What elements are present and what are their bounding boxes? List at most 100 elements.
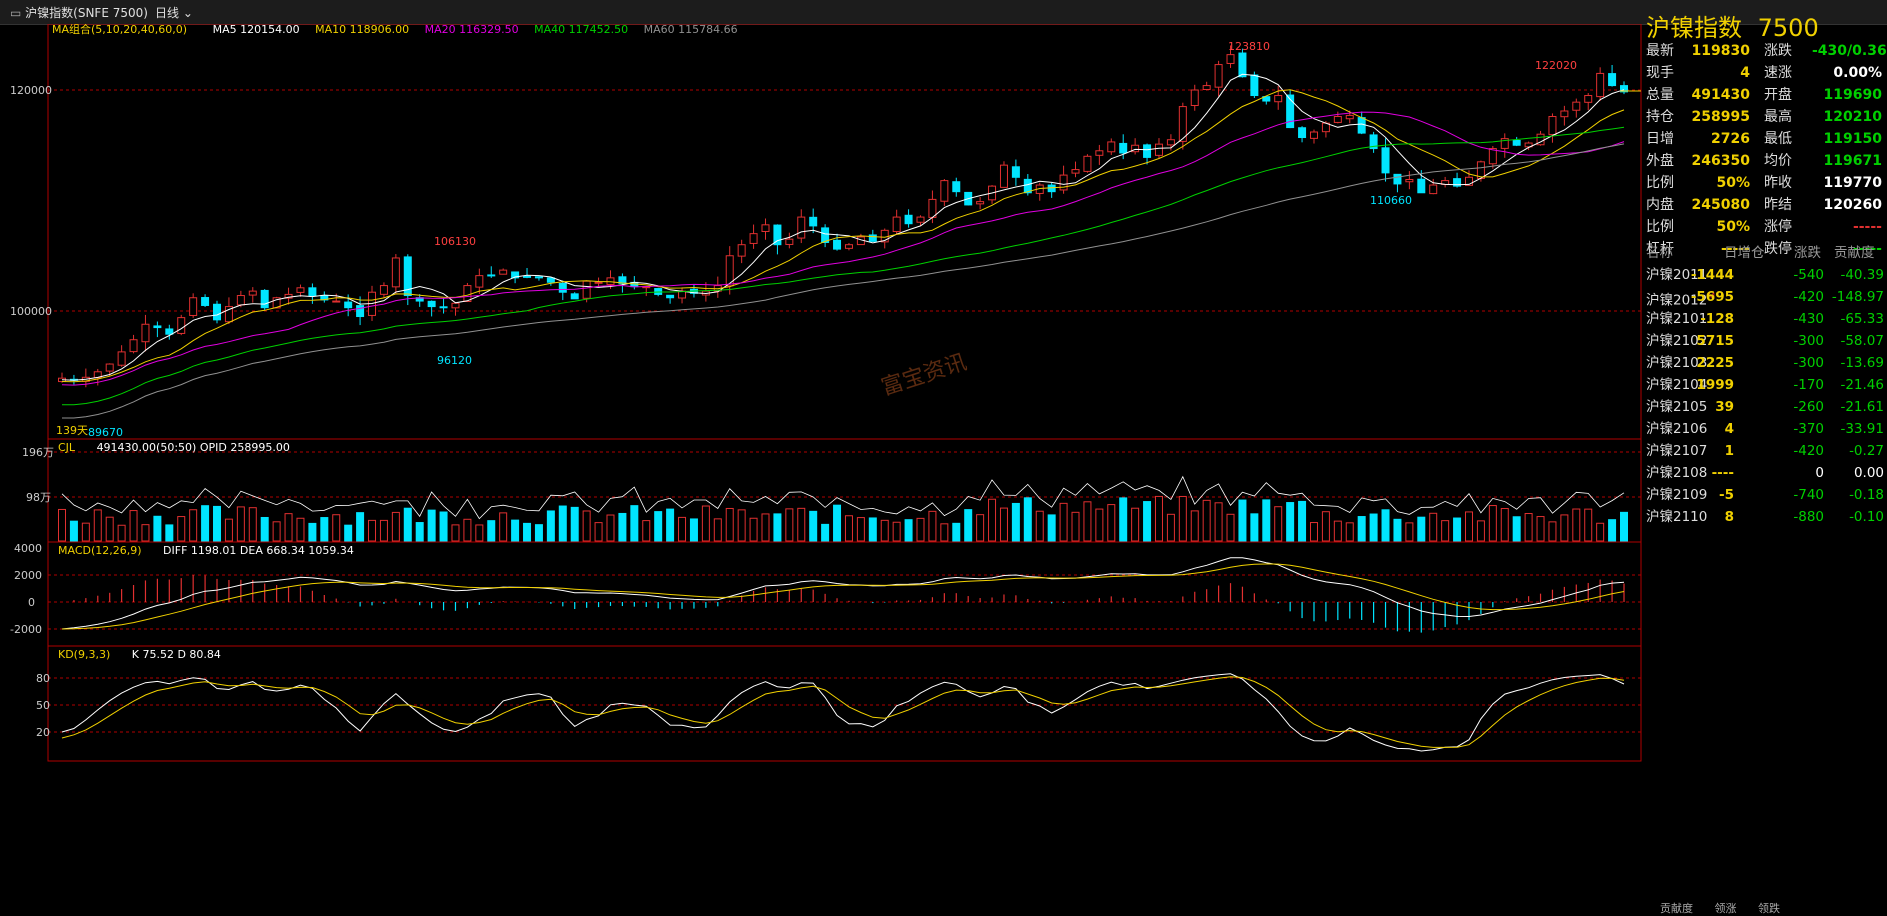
vol-y-98: 98万 xyxy=(26,491,51,504)
kline-chart[interactable]: 120000 100000 MA组合(5,10,20,40,60,0) MA5 … xyxy=(0,24,1643,911)
volume-bar xyxy=(749,517,758,542)
candle-body xyxy=(1274,95,1283,103)
volume-bar xyxy=(1429,512,1438,542)
volume-bar xyxy=(916,517,925,542)
contract-row: 沪镍2102 5715 -300 -58.07 xyxy=(1646,330,1886,352)
quote-row: 总量 491430 开盘 119690 xyxy=(1646,84,1886,106)
candle-body xyxy=(1345,114,1354,120)
volume-bar xyxy=(1620,511,1628,542)
volume-bar xyxy=(1381,509,1390,542)
volume-bar xyxy=(1476,520,1485,542)
volume-bar xyxy=(1059,502,1068,542)
candle-body xyxy=(809,216,818,227)
volume-bar xyxy=(761,513,770,542)
quote-label: 持仓 xyxy=(1646,109,1674,125)
quote-row: 内盘 245080 昨结 120260 xyxy=(1646,194,1886,216)
quote-row: 杠杆 ----- 跌停 ----- xyxy=(1646,238,1886,260)
volume-bar xyxy=(928,510,937,542)
quote-value: -430/0.36% xyxy=(1812,43,1887,59)
volume-bar xyxy=(1405,522,1414,542)
candle-body xyxy=(427,300,436,308)
volume-bar xyxy=(1143,501,1152,542)
volume-bar xyxy=(272,521,281,542)
quote-label: 速涨 xyxy=(1764,65,1792,81)
volume-bar xyxy=(713,518,722,542)
candle-body xyxy=(1214,64,1223,88)
volume-bar xyxy=(153,515,162,542)
tab-contrib[interactable]: 贡献度 xyxy=(1660,902,1693,915)
contract-change: -420 xyxy=(1793,443,1824,459)
volume-bar xyxy=(332,514,341,542)
volume-bar xyxy=(630,505,639,542)
volume-bar xyxy=(1369,513,1378,542)
contract-oi-change: ---- xyxy=(1711,465,1734,481)
volume-bar xyxy=(1453,517,1462,542)
quote-label: 杠杆 xyxy=(1646,241,1674,257)
volume-bar xyxy=(189,509,198,542)
opid-line xyxy=(61,475,1625,520)
contract-oi-change: 39 xyxy=(1715,399,1734,415)
candle-body xyxy=(284,293,293,299)
volume-bar xyxy=(165,524,174,542)
contract-oi-change: -5 xyxy=(1719,487,1734,503)
candle-body xyxy=(821,227,830,243)
contract-contribution: -13.69 xyxy=(1840,355,1884,371)
candle-body xyxy=(403,256,412,297)
contract-oi-change: 1 xyxy=(1724,443,1734,459)
tab-leaders-down[interactable]: 领跌 xyxy=(1758,902,1780,915)
cjl-label[interactable]: CJL xyxy=(58,441,76,454)
candle-body xyxy=(892,216,901,233)
contract-row: 沪镍2105 39 -260 -21.61 xyxy=(1646,396,1886,418)
annot-high-106130: 106130 xyxy=(434,235,476,248)
vol-values: 491430.00(50:50) OPID 258995.00 xyxy=(97,441,290,454)
volume-bar xyxy=(642,520,651,542)
quote-row: 比例 50% 昨收 119770 xyxy=(1646,172,1886,194)
candle-body xyxy=(1524,142,1533,148)
chart-area[interactable]: 120000 100000 MA组合(5,10,20,40,60,0) MA5 … xyxy=(0,24,1643,911)
kd-label[interactable]: KD(9,3,3) xyxy=(58,648,110,661)
volume-bar xyxy=(439,511,448,542)
volume-bar xyxy=(1011,502,1020,542)
contract-oi-change: 8 xyxy=(1724,509,1734,525)
volume-bar xyxy=(260,516,269,542)
contract-contribution: -148.97 xyxy=(1831,289,1884,305)
candle-body xyxy=(141,323,150,343)
tab-leaders-up[interactable]: 领涨 xyxy=(1714,902,1737,915)
volume-bar xyxy=(844,515,853,542)
quote-label: 涨跌 xyxy=(1764,43,1792,59)
volume-bar xyxy=(1321,511,1330,542)
volume-bar xyxy=(606,514,615,542)
candle-body xyxy=(296,287,305,293)
volume-bar xyxy=(1560,514,1569,542)
quote-row: 最新 119830 涨跌 -430/0.36% xyxy=(1646,40,1887,62)
candle-body xyxy=(1238,52,1247,78)
candle-body xyxy=(1154,143,1163,156)
volume-bar xyxy=(546,510,555,542)
kd-panel-frame xyxy=(47,645,1642,762)
timeframe-select[interactable]: 日线 ⌄ xyxy=(155,4,193,21)
ma5-line xyxy=(61,73,1625,381)
volume-bar xyxy=(141,524,150,542)
quote-value: 4 xyxy=(1740,65,1750,81)
volume-bar xyxy=(1572,508,1581,542)
volume-bar xyxy=(248,507,257,542)
candle-body xyxy=(546,277,555,283)
volume-bar xyxy=(1166,513,1175,542)
candle-body xyxy=(332,300,341,303)
quote-title: 沪镍指数 7500 xyxy=(1646,8,1819,43)
volume-bar xyxy=(654,511,663,542)
quote-label: 均价 xyxy=(1764,153,1792,169)
volume-bar xyxy=(582,510,591,542)
annot-low-89670: 89670 xyxy=(88,426,123,439)
volume-bar xyxy=(785,508,794,542)
candle-body xyxy=(833,239,842,250)
title-bar: ▭ 沪镍指数(SNFE 7500) 日线 ⌄ xyxy=(0,0,1887,25)
macd-label[interactable]: MACD(12,26,9) xyxy=(58,544,142,557)
quote-row: 日增 2726 最低 119150 xyxy=(1646,128,1886,150)
contract-contribution: -65.33 xyxy=(1840,311,1884,327)
macd-y-neg2000: -2000 xyxy=(10,623,42,636)
volume-bar xyxy=(403,507,412,542)
main-panel-frame xyxy=(47,24,1642,440)
ma-group-label[interactable]: MA组合(5,10,20,40,60,0) xyxy=(52,24,187,36)
contract-name: 沪镍2110 xyxy=(1646,509,1708,525)
